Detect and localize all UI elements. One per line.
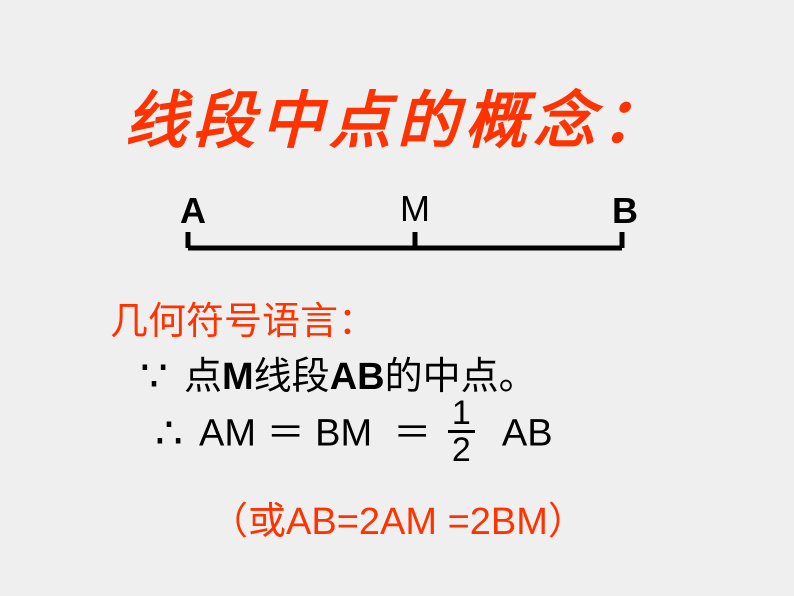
text-ab2: AB <box>502 413 553 455</box>
segment-diagram <box>180 190 630 270</box>
fraction-numerator: 1 <box>448 396 475 433</box>
fraction-half: 1 2 <box>448 396 475 467</box>
because-symbol: ∵ <box>140 351 184 402</box>
text-suffix: 的中点。 <box>385 356 537 398</box>
text-bm: BM <box>315 413 372 455</box>
therefore-symbol: ∴ <box>155 408 199 459</box>
equals-2: ＝ <box>393 413 431 455</box>
text-m: M <box>222 356 254 398</box>
statement-or: （或AB=2AM =2BM） <box>210 490 586 545</box>
statement-therefore: ∴AM ＝ BM ＝ 1 2 AB <box>155 400 553 471</box>
text-mid: 线段 <box>254 356 330 398</box>
text-am: AM <box>199 413 256 455</box>
text-ab: AB <box>330 356 385 398</box>
subtitle: 几何符号语言： <box>110 290 376 345</box>
fraction-denominator: 2 <box>448 433 475 467</box>
text-prefix: 点 <box>184 356 222 398</box>
statement-because: ∵点M线段AB的中点。 <box>140 345 537 402</box>
equals-1: ＝ <box>267 413 305 455</box>
page-title: 线段中点的概念： <box>0 70 794 160</box>
